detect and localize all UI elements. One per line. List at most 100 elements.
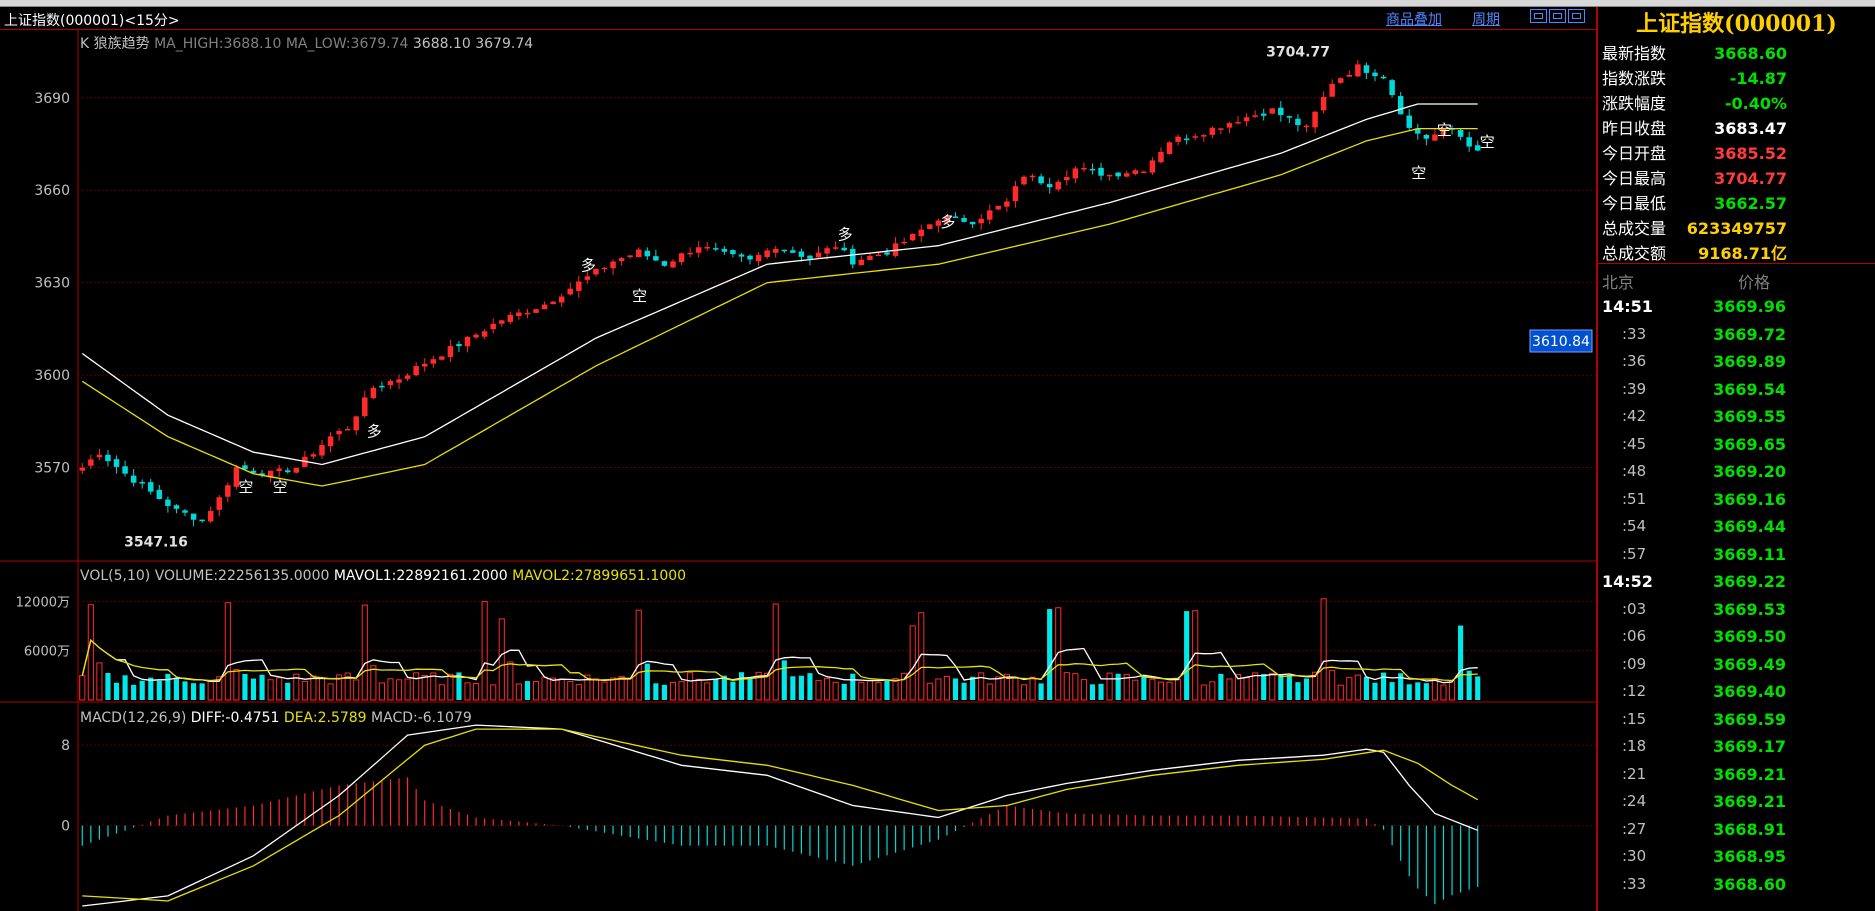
volume-bar [678,681,685,701]
volume-bar [669,681,677,701]
volume-bar [986,683,993,701]
candle-body [1012,186,1019,202]
tick-row: :42 3669.55 [1598,403,1875,431]
overlay-link[interactable]: 商品叠加 [1386,12,1442,28]
tick-price-header: 价格 [1738,273,1771,292]
candle-body [1338,78,1344,83]
volume-bar [584,674,591,701]
tick-time: :15 [1622,709,1647,728]
quote-label: 昨日收盘 [1602,119,1667,138]
volume-bar [173,677,180,700]
tick-row: :30 3668.95 [1598,843,1875,871]
volume-bar [1115,673,1121,700]
restore-icon[interactable] [1549,9,1566,23]
quote-value: 3662.57 [1714,194,1787,213]
candle-body [1115,172,1121,177]
volume-bar [1234,673,1242,701]
tick-price: 3669.53 [1713,599,1786,619]
mavol2-line [81,638,1478,682]
tick-row: 14:51 3669.96 [1598,293,1875,321]
volume-bar [850,673,856,700]
candle-body [832,247,839,249]
volume-bar [961,682,967,700]
candle-body [1363,65,1370,73]
candle-body [1432,134,1438,141]
quote-label: 涨跌幅度 [1602,94,1667,113]
candle-body [327,436,334,447]
volume-bar [1080,679,1087,701]
quote-row: 昨日收盘 3683.47 [1598,116,1875,141]
volume-bar [1440,684,1447,701]
tick-row: :12 3669.40 [1598,678,1875,706]
tick-price: 3669.22 [1713,572,1786,591]
macd-tick-label: 8 [61,738,70,754]
candle-body [370,387,377,399]
volume-bar [515,683,522,701]
volume-bar [695,678,702,701]
quote-row: 指数涨跌 -14.87 [1598,66,1875,91]
restore-left-icon[interactable] [1530,9,1547,23]
volume-bar [567,681,574,701]
quote-row: 涨跌幅度 -0.40% [1598,91,1875,116]
candle-body [995,205,1002,210]
volume-bar [978,672,985,701]
signal-marker: 空 [238,478,253,496]
volume-bar [1098,683,1104,700]
candle-body [1423,134,1430,139]
tick-price: 3669.11 [1713,544,1786,564]
candle-body [593,268,599,275]
candle-body [148,482,154,492]
volume-bar [730,681,736,700]
volume-bar [918,612,925,701]
volume-bar [995,676,1002,701]
maximize-icon[interactable] [1568,9,1585,23]
tick-price: 3669.20 [1713,462,1786,481]
volume-bar [892,677,899,701]
candle-body [1372,72,1378,77]
candle-body [670,261,676,268]
candle-body [1286,116,1293,118]
tick-price: 3669.50 [1713,627,1786,646]
volume-bar [627,677,634,701]
volume-bar [1329,669,1336,701]
candle-body [730,250,736,255]
signal-marker: 空 [1437,121,1452,139]
volume-bar [858,681,865,701]
tick-price: 3669.65 [1713,434,1786,454]
tick-price: 3668.95 [1713,847,1786,866]
volume-bar [1303,678,1310,700]
volume-bar [798,675,804,700]
candle-body [336,430,342,435]
period-link[interactable]: 周期 [1472,12,1500,28]
tick-time: :48 [1622,462,1647,480]
volume-bar [1029,676,1036,701]
quote-label: 总成交量 [1602,219,1667,238]
tick-price: 3669.16 [1713,489,1786,509]
candle-body [738,254,745,257]
volume-bar [327,683,334,701]
volume-bar [807,673,813,700]
candle-body [1149,160,1156,173]
candle-body [1252,115,1258,117]
candle-body [978,218,984,224]
tick-row: :03 3669.53 [1598,596,1875,624]
candle-body [884,252,890,255]
quote-label: 今日最低 [1602,194,1667,213]
volume-bar [224,602,231,701]
candle-body [250,470,257,473]
volume-bar [704,682,711,701]
candle-body [901,241,907,244]
volume-bar [1123,673,1130,701]
quote-panel-title: 上证指数(000001) [1636,11,1837,37]
tick-row: :48 3669.20 [1598,458,1875,486]
volume-bar [1431,678,1438,701]
volume-bar [276,677,283,701]
candle-body [961,217,967,222]
candle-body [362,397,368,416]
volume-bar [1243,677,1250,701]
tick-row: :06 3669.50 [1598,623,1875,651]
quote-value: 3704.77 [1714,169,1787,188]
stock-chart[interactable]: 3570 3600 3630 3660 3690 K 狼族趋势 MA_HIGH:3688.… [0,30,1596,911]
volume-bar [1141,674,1147,700]
volume-bar [122,675,128,700]
